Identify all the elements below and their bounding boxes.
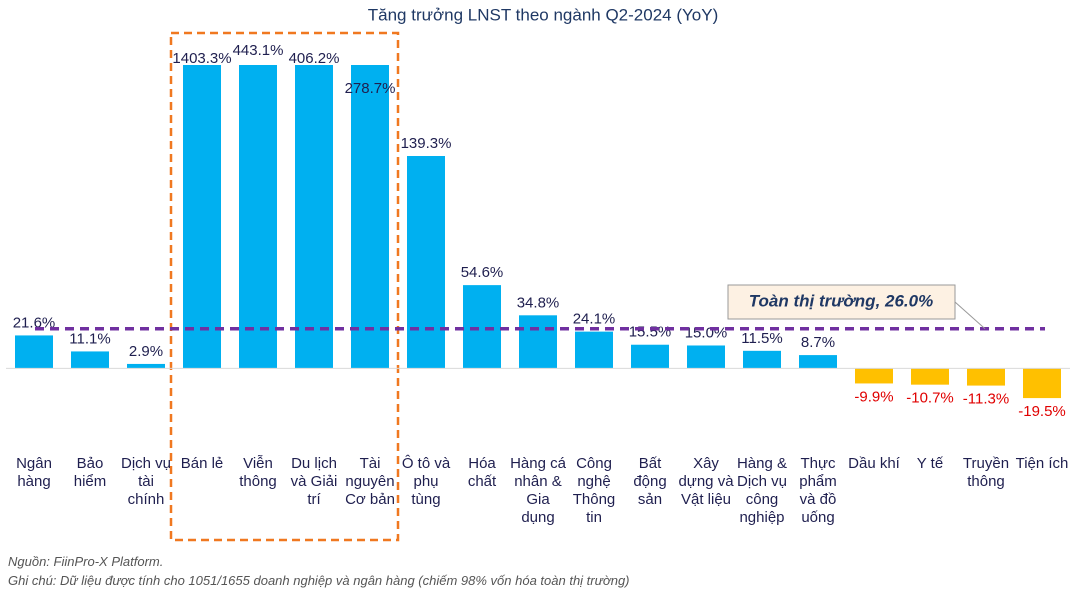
x-tick-label: Hóa chất [467, 455, 497, 490]
bars [15, 65, 1061, 399]
chart-title: Tăng trưởng LNST theo ngành Q2-2024 (YoY… [368, 5, 718, 24]
x-tick-label: Du lịch và Giải trí [290, 455, 338, 508]
value-label: -11.3% [963, 391, 1009, 408]
x-tick-label: Dầu khí [848, 455, 900, 472]
value-label: 21.6% [13, 314, 56, 331]
value-label: 278.7% [345, 80, 396, 97]
x-tick-label: Truyền thông [962, 455, 1010, 490]
x-tick-label: Ô tô và phụ tùng [401, 455, 451, 508]
value-label: 443.1% [233, 42, 284, 59]
x-tick-label: Thực phẩm và đồ uống [799, 455, 837, 526]
bar [575, 331, 613, 369]
value-label: 139.3% [401, 135, 452, 152]
x-tick-label: Y tế [916, 455, 944, 472]
value-label: -19.5% [1018, 403, 1066, 420]
x-tick-label: Tiện ích [1015, 455, 1069, 472]
highlight-box [169, 31, 400, 542]
x-tick-label: Viễn thông [239, 455, 277, 490]
x-tick-label: Bảo hiểm [73, 455, 107, 490]
bar [351, 65, 389, 369]
bar [1023, 368, 1061, 399]
x-tick-label: Tài nguyên Cơ bản [345, 455, 395, 508]
value-label: 54.6% [461, 264, 504, 281]
x-tick-label: Ngân hàng [16, 455, 52, 490]
value-label: 24.1% [573, 311, 616, 328]
x-tick-label: Bất động sản [633, 455, 667, 508]
bar [183, 65, 221, 369]
value-label: -10.7% [906, 390, 954, 407]
bar [519, 315, 557, 369]
bar [687, 345, 725, 369]
value-label: 15.5% [629, 324, 672, 341]
value-label: -9.9% [854, 388, 893, 405]
bar [407, 156, 445, 369]
bar [967, 368, 1005, 386]
x-tick-label: Bán lẻ [180, 455, 224, 472]
value-label: 2.9% [129, 343, 163, 360]
source-note: Nguồn: FiinPro-X Platform. [8, 554, 164, 569]
value-label: 1403.3% [172, 50, 231, 67]
x-tick-label: Công nghệ Thông tin [572, 455, 616, 526]
callout-leader [954, 301, 986, 330]
bar [295, 65, 333, 369]
bar [855, 368, 893, 384]
value-label: 11.5% [741, 330, 782, 347]
x-tick-label: Hàng & Dịch vụ công nghiệp [736, 455, 788, 526]
value-label: 15.0% [685, 324, 728, 341]
reference-label: Toàn thị trường, 26.0% [749, 291, 933, 310]
x-tick-label: Dịch vụ tài chính [120, 455, 172, 508]
bar [799, 355, 837, 369]
footnote: Ghi chú: Dữ liệu được tính cho 1051/1655… [8, 573, 630, 588]
bar [631, 344, 669, 369]
value-label: 406.2% [289, 50, 340, 67]
bar [71, 351, 109, 369]
bar [911, 368, 949, 385]
bar [15, 335, 53, 369]
callout-box [727, 284, 956, 320]
bar [463, 285, 501, 369]
bar [239, 65, 277, 369]
value-label: 34.8% [517, 294, 560, 311]
bar [127, 363, 165, 369]
value-label: 8.7% [801, 334, 835, 351]
x-tick-label: Hàng cá nhân & Gia dụng [510, 455, 566, 526]
bar [743, 350, 781, 369]
value-label: 11.1% [69, 330, 110, 347]
x-tick-label: Xây dựng và Vật liệu [678, 455, 734, 508]
